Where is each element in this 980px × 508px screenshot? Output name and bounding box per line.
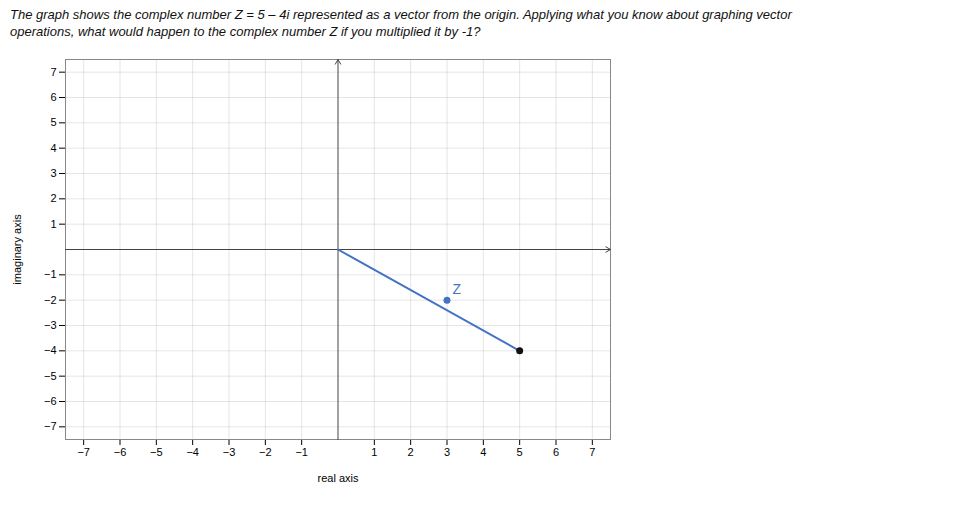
svg-text:−6: −6 xyxy=(44,395,57,407)
svg-text:2: 2 xyxy=(408,446,414,458)
svg-text:−5: −5 xyxy=(44,370,57,382)
svg-text:2: 2 xyxy=(50,192,56,204)
svg-text:real axis: real axis xyxy=(318,472,359,484)
svg-text:1: 1 xyxy=(371,446,377,458)
svg-text:−4: −4 xyxy=(186,446,199,458)
svg-text:−3: −3 xyxy=(223,446,236,458)
svg-text:−5: −5 xyxy=(150,446,163,458)
html-text:The graph shows the complex nu: The graph shows the complex number Z = 5… xyxy=(10,7,792,39)
svg-text:−1: −1 xyxy=(295,446,308,458)
svg-text:4: 4 xyxy=(50,142,56,154)
svg-text:6: 6 xyxy=(553,446,559,458)
svg-text:3: 3 xyxy=(50,167,56,179)
svg-text:4: 4 xyxy=(480,446,486,458)
svg-text:3: 3 xyxy=(444,446,450,458)
svg-text:1: 1 xyxy=(50,218,56,230)
svg-text:−4: −4 xyxy=(44,344,57,356)
svg-text:7: 7 xyxy=(50,66,56,78)
svg-text:imaginary axis: imaginary axis xyxy=(11,214,23,285)
svg-text:−2: −2 xyxy=(44,294,57,306)
svg-text:−3: −3 xyxy=(44,319,57,331)
svg-text:−7: −7 xyxy=(44,420,57,432)
svg-text:6: 6 xyxy=(50,91,56,103)
svg-text:−7: −7 xyxy=(77,446,90,458)
svg-text:7: 7 xyxy=(589,446,595,458)
svg-text:−6: −6 xyxy=(114,446,127,458)
svg-text:−2: −2 xyxy=(259,446,272,458)
svg-text:5: 5 xyxy=(517,446,523,458)
svg-text:−1: −1 xyxy=(44,268,57,280)
svg-text:Z: Z xyxy=(452,281,461,297)
svg-text:5: 5 xyxy=(50,116,56,128)
